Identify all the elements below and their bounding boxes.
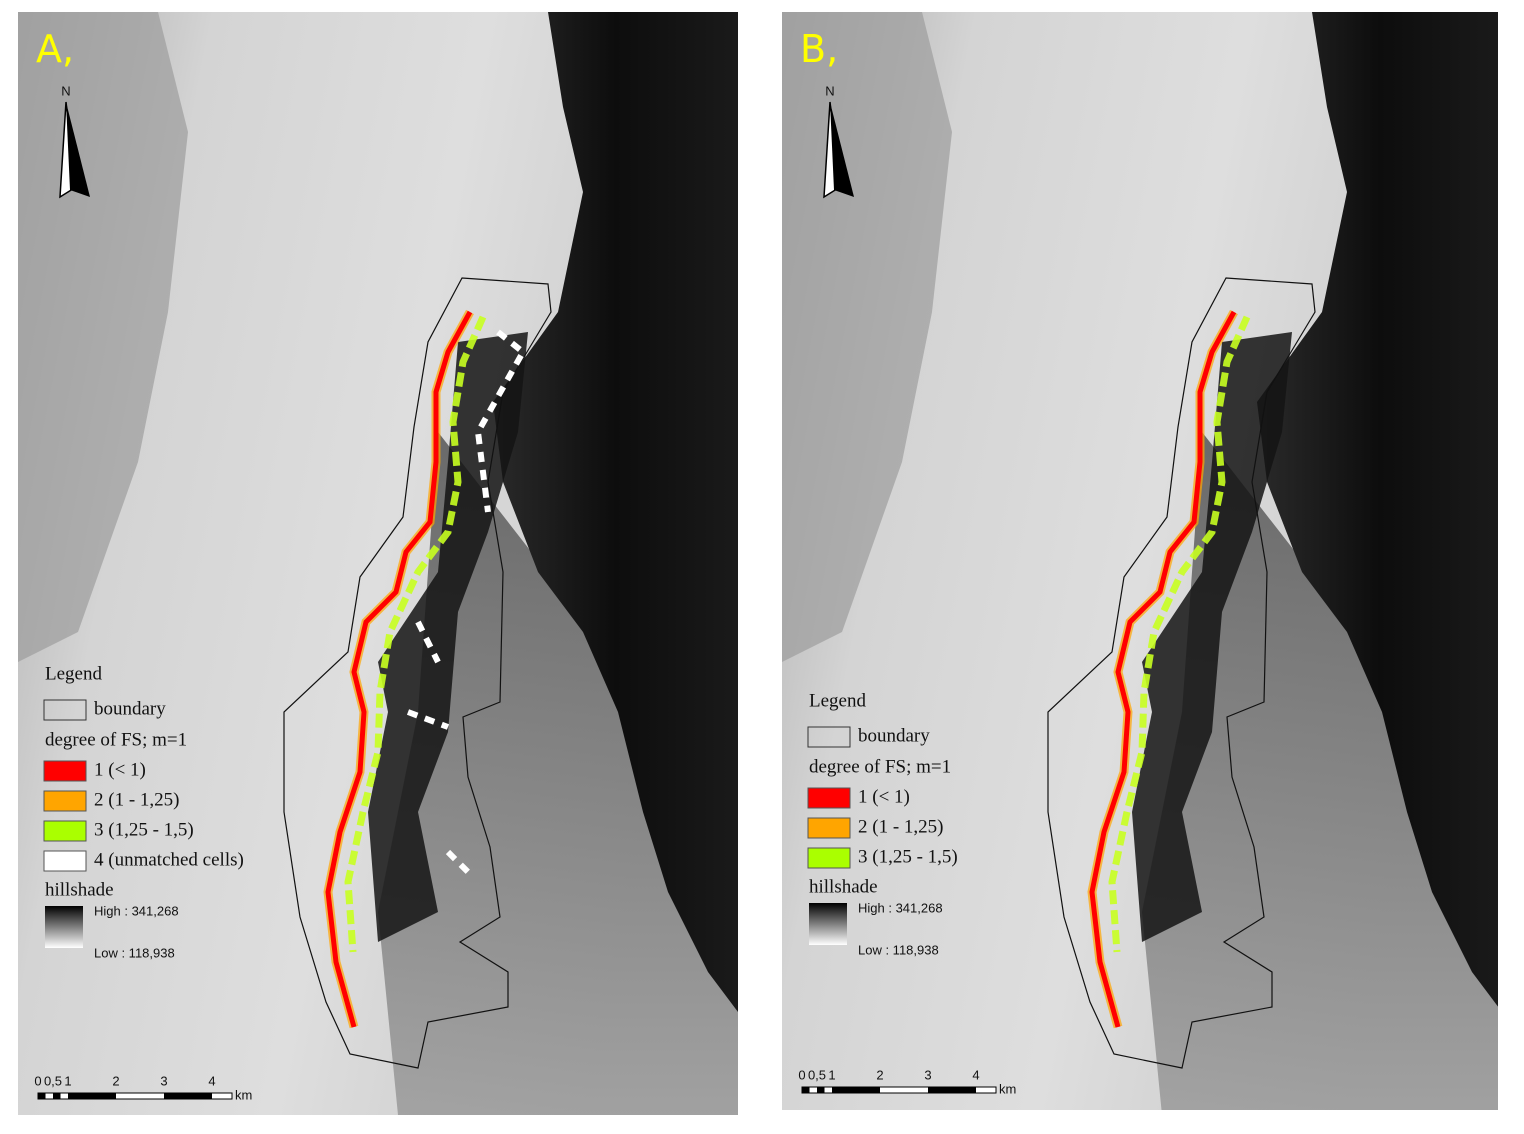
hillshade-ramp (809, 903, 847, 945)
legend-label: 3 (1,25 - 1,5) (858, 846, 958, 867)
hillshade-ramp (45, 906, 83, 948)
north-arrow-fill (830, 102, 854, 197)
scale-bar-segment (928, 1087, 976, 1093)
scale-bar-segment (53, 1093, 61, 1099)
scale-bar-segment (802, 1087, 810, 1093)
legend-swatch (807, 847, 851, 869)
scale-bar-segment (817, 1087, 825, 1093)
scale-label: 3 (160, 1073, 167, 1088)
legend-label: 2 (1 - 1,25) (94, 789, 179, 810)
fs-zone-3 (344, 315, 487, 953)
relief-lower (378, 432, 738, 1115)
legend-subtitle: hillshade (45, 879, 114, 900)
north-label: N (825, 83, 834, 98)
boundary (283, 277, 552, 1069)
scale-label: 2 (112, 1073, 119, 1088)
north-label: N (61, 83, 70, 98)
legend-label: 2 (1 - 1,25) (858, 816, 943, 837)
legend-label: High : 341,268 (94, 903, 179, 918)
relief-dark (493, 12, 738, 1012)
scale-label: 0,5 (808, 1067, 826, 1082)
legend-swatch (807, 726, 851, 748)
north-arrow-fill (66, 102, 90, 197)
legend-title: Legend (45, 663, 102, 684)
legend-label: 4 (unmatched cells) (94, 849, 244, 870)
legend-label: 1 (< 1) (858, 786, 910, 807)
scale-bar-segment (38, 1093, 46, 1099)
scale-label: 3 (924, 1067, 931, 1082)
relief-dark (1257, 12, 1498, 1007)
panel-label: A, (36, 27, 74, 71)
legend-subtitle: degree of FS; m=1 (809, 756, 951, 777)
legend-swatch (43, 850, 87, 872)
legend-title: Legend (809, 690, 866, 711)
legend-label: High : 341,268 (858, 900, 943, 915)
legend-label: boundary (94, 698, 166, 719)
map-panel: B, N Legend boundary degree of FS; m=1 1 (< 1… (782, 12, 1498, 1110)
map-body (782, 12, 1498, 1110)
scale-label: 0 (798, 1067, 805, 1082)
map-panel: A, N Legend boundary degree of FS; m=1 1 (< 1… (18, 12, 738, 1115)
legend-label: Low : 118,938 (94, 945, 175, 960)
relief-lower (1142, 432, 1498, 1110)
legend-subtitle: degree of FS; m=1 (45, 729, 187, 750)
scale-label: 0 (34, 1073, 41, 1088)
fs-zone-4 (406, 329, 527, 875)
map-body (18, 12, 738, 1115)
legend-swatch (43, 820, 87, 842)
legend-swatch (43, 760, 87, 782)
legend-swatch (43, 699, 87, 721)
fs-zone-3 (1108, 315, 1251, 953)
scale-label: 1 (828, 1067, 835, 1082)
fs-zone-1 (325, 310, 473, 1028)
scale-unit: km (235, 1087, 252, 1102)
legend-label: Low : 118,938 (858, 942, 939, 957)
scale-label: 2 (876, 1067, 883, 1082)
legend-subtitle: hillshade (809, 876, 878, 897)
relief-left (18, 12, 188, 662)
legend-swatch (807, 787, 851, 809)
legend-swatch (807, 817, 851, 839)
legend-swatch (43, 790, 87, 812)
scale-label: 0,5 (44, 1073, 62, 1088)
panel-label: B, (800, 27, 838, 71)
scale-bar-segment (164, 1093, 212, 1099)
legend-label: 1 (< 1) (94, 759, 146, 780)
legend-label: boundary (858, 725, 930, 746)
scale-label: 1 (64, 1073, 71, 1088)
fs-zone-1 (1089, 310, 1237, 1028)
scale-label: 4 (972, 1067, 979, 1082)
relief-left (782, 12, 952, 662)
scale-bar-segment (68, 1093, 116, 1099)
boundary (1047, 277, 1316, 1069)
legend-label: 3 (1,25 - 1,5) (94, 819, 194, 840)
scale-label: 4 (208, 1073, 215, 1088)
scale-unit: km (999, 1081, 1016, 1096)
scale-bar-segment (832, 1087, 880, 1093)
